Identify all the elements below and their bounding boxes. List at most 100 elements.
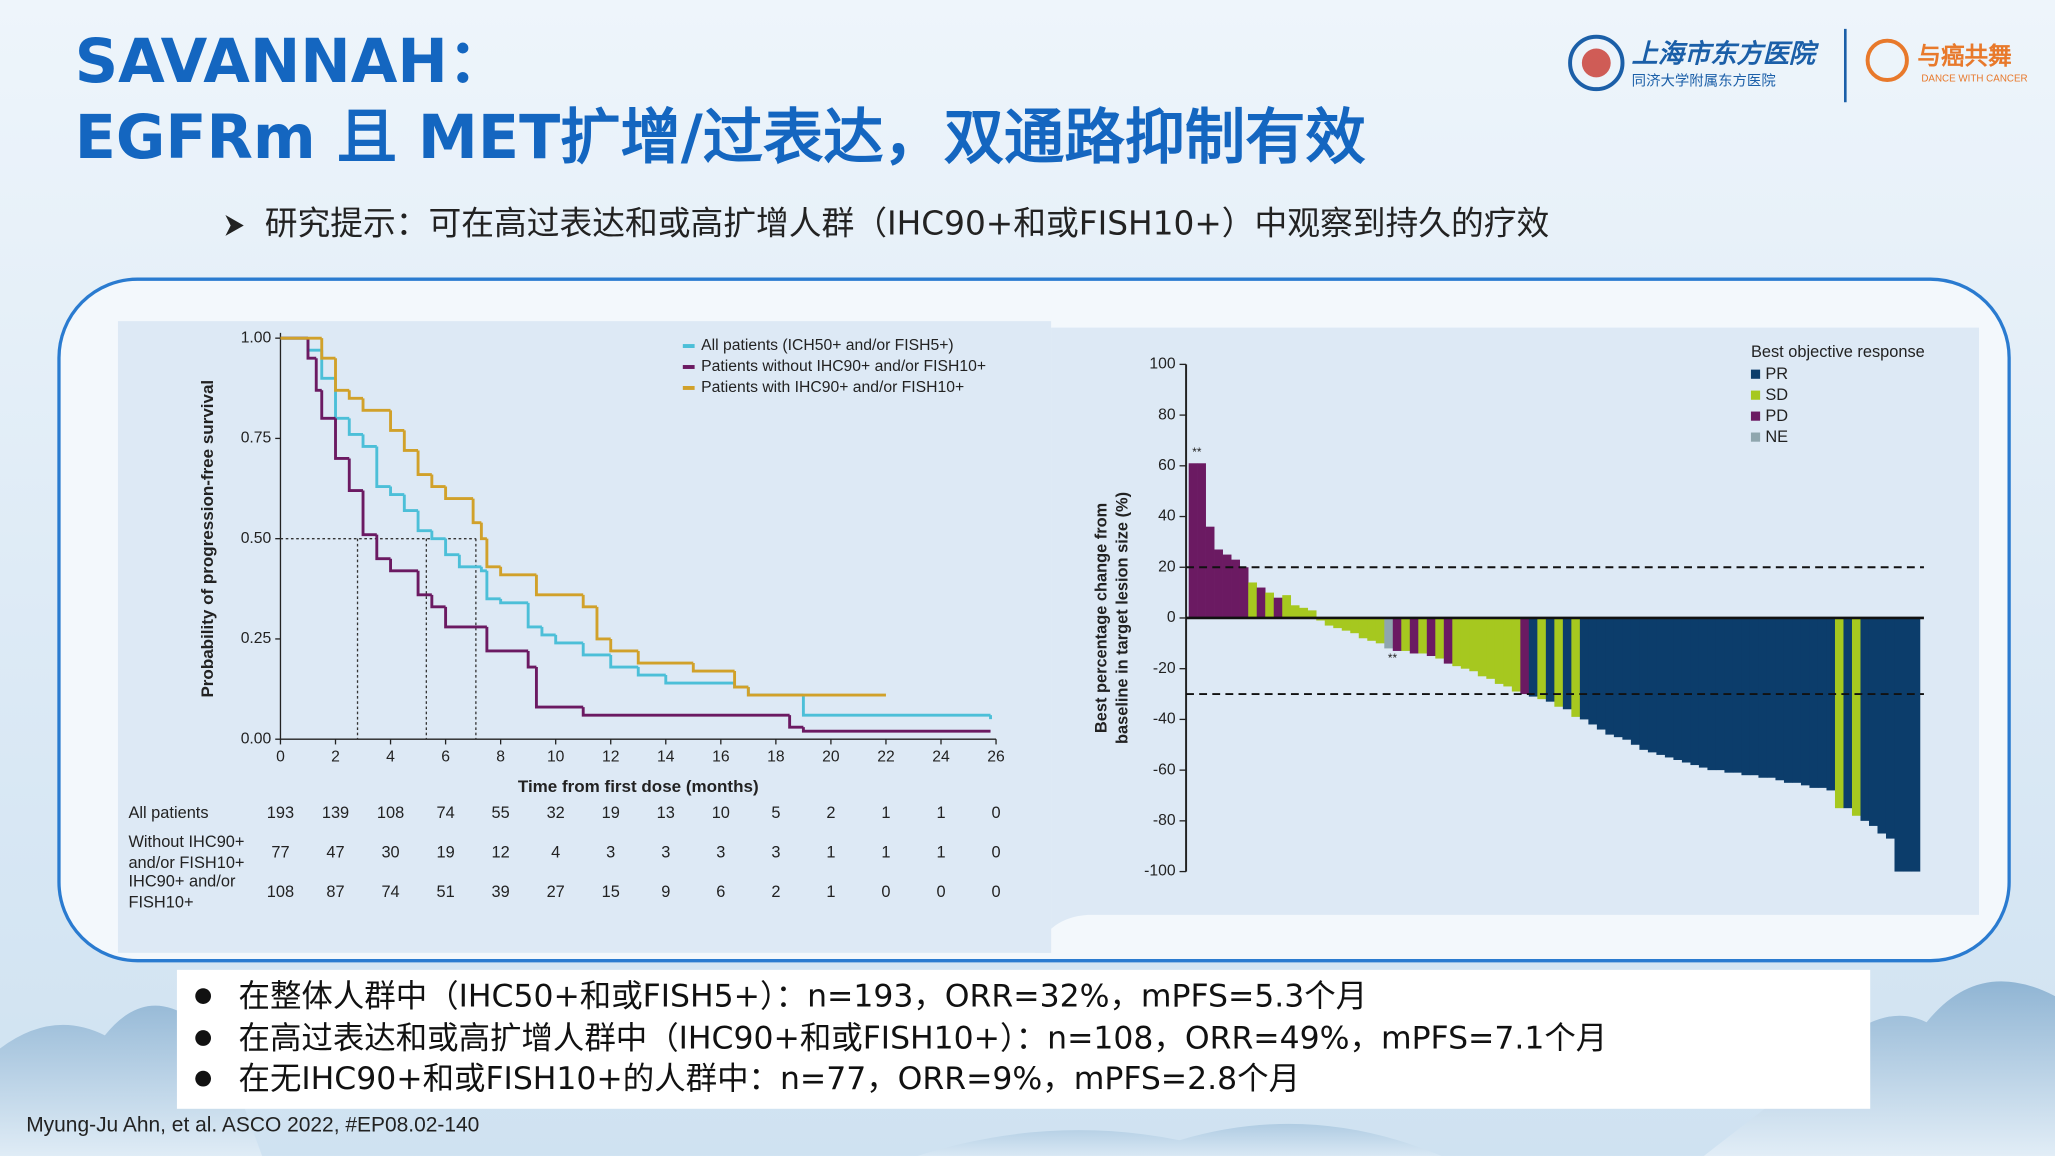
- km-step: [430, 474, 446, 488]
- risk-value: 2: [826, 804, 835, 822]
- bar: [1792, 617, 1802, 783]
- risk-value: 77: [271, 844, 289, 862]
- bar: [1800, 617, 1810, 786]
- bar: [1562, 617, 1572, 710]
- x-tick-label: 10: [547, 749, 565, 766]
- bar: [1239, 567, 1249, 618]
- bar: [1673, 617, 1683, 760]
- km-step: [389, 558, 419, 573]
- km-step: [609, 638, 639, 653]
- km-step: [581, 707, 790, 717]
- bar: [1724, 617, 1734, 773]
- risk-value: 108: [267, 883, 294, 901]
- bar: [1477, 617, 1487, 677]
- risk-value: 0: [881, 883, 890, 901]
- hospital-name: 上海市东方医院: [1632, 40, 1820, 70]
- bar: [1205, 526, 1215, 618]
- risk-value: 3: [606, 844, 615, 862]
- bar: [1911, 617, 1921, 872]
- y-axis-label: Best percentage change from: [1093, 503, 1111, 733]
- bar: [1868, 617, 1878, 826]
- risk-value: 193: [267, 804, 294, 822]
- risk-value: 0: [991, 844, 1000, 862]
- y-tick-label: 40: [1158, 508, 1176, 525]
- bar: [1690, 617, 1700, 766]
- km-step: [389, 486, 405, 497]
- legend-label: All patients (ICH50+ and/or FISH5+): [701, 337, 954, 354]
- risk-value: 74: [381, 883, 399, 901]
- risk-value: 30: [381, 844, 399, 862]
- bar: [1392, 617, 1402, 651]
- x-tick-label: 22: [877, 749, 894, 766]
- bar: [1877, 617, 1887, 834]
- bar: [1715, 617, 1725, 771]
- y-tick-label: -20: [1153, 660, 1176, 677]
- bar: [1494, 617, 1504, 684]
- bar: [1647, 617, 1657, 753]
- risk-value: 47: [326, 844, 344, 862]
- km-step: [361, 490, 377, 537]
- y-axis-label: Probability of progression-free survival: [198, 380, 217, 698]
- bar: [1452, 617, 1462, 667]
- bar: [1367, 617, 1377, 641]
- bar: [1554, 617, 1564, 707]
- km-step: [361, 398, 391, 412]
- risk-value: 108: [377, 804, 404, 822]
- risk-row-label: All patients: [128, 804, 208, 822]
- km-step: [375, 534, 391, 561]
- bar: [1503, 617, 1513, 687]
- km-step: [499, 598, 529, 605]
- bar: [1537, 617, 1547, 700]
- km-step: [534, 574, 584, 597]
- y-tick-label: -100: [1144, 863, 1176, 880]
- bar: [1622, 617, 1632, 740]
- bullet: 在整体人群中（IHC50+和或FISH5+）：n=193，ORR=32%，mPF…: [239, 978, 1368, 1014]
- km-step: [361, 434, 377, 448]
- km-step: [444, 486, 474, 501]
- y-tick-label: 0.50: [241, 530, 272, 547]
- bar: [1783, 617, 1793, 783]
- bar: [1639, 617, 1649, 750]
- km-step: [581, 594, 597, 609]
- legend-swatch: [1750, 432, 1761, 442]
- bar: [1605, 617, 1615, 735]
- km-step: [314, 358, 322, 392]
- risk-row-label: Without IHC90+: [128, 833, 244, 851]
- bar: [1775, 617, 1785, 781]
- risk-value: 2: [771, 883, 780, 901]
- x-tick-label: 12: [602, 749, 619, 766]
- legend-swatch: [1750, 411, 1761, 421]
- km-step: [347, 418, 364, 436]
- bar: [1809, 617, 1819, 788]
- km-step: [746, 687, 886, 697]
- km-step: [347, 390, 364, 400]
- risk-value: 3: [661, 844, 670, 862]
- bar: [1197, 463, 1206, 618]
- bullet: 在高过表达和或高扩增人群中（IHC90+和或FISH10+）：n=108，ORR…: [239, 1020, 1608, 1056]
- footnote: Myung-Ju Ahn, et al. ASCO 2022, #EP08.02…: [26, 1113, 479, 1136]
- legend-label: PD: [1765, 407, 1788, 425]
- bar: [1248, 582, 1257, 618]
- bar: [1656, 617, 1666, 755]
- bar: [1282, 595, 1292, 618]
- risk-value: 12: [492, 844, 510, 862]
- bar: [1749, 617, 1759, 776]
- bullet-dot: [195, 1030, 212, 1046]
- km-step: [499, 566, 537, 577]
- bullet-box: [176, 969, 1871, 1109]
- x-tick-label: 8: [496, 749, 505, 766]
- km-step: [609, 654, 639, 669]
- x-tick-label: 20: [822, 749, 840, 766]
- km-step: [485, 570, 501, 601]
- km-step: [375, 446, 391, 488]
- legend-title: Best objective response: [1751, 343, 1925, 361]
- title: EGFRm 且 MET扩增/过表达，双通路抑制有效: [75, 103, 1366, 173]
- x-tick-label: 6: [441, 749, 450, 766]
- risk-value: 139: [322, 804, 349, 822]
- bar: [1375, 617, 1385, 644]
- risk-value: 19: [436, 844, 454, 862]
- legend-label: NE: [1765, 428, 1788, 446]
- y-tick-label: -60: [1153, 761, 1176, 778]
